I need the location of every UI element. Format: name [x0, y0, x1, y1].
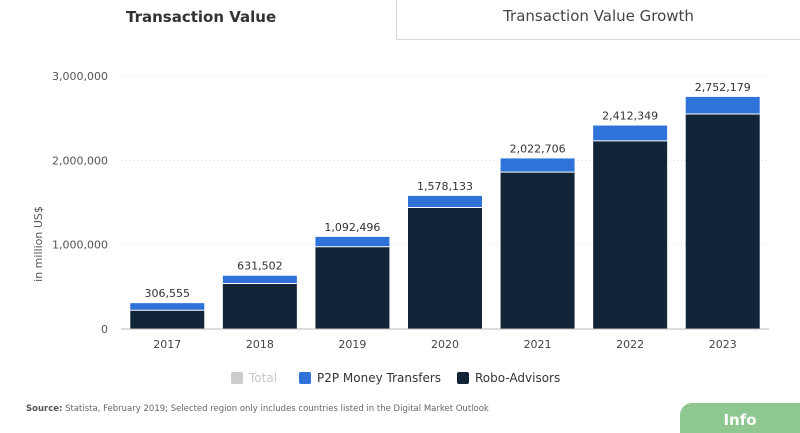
total-label-2018: 631,502	[237, 260, 283, 273]
bars	[130, 96, 760, 329]
bar-robo-advisors-2022[interactable]	[593, 140, 668, 329]
y-tick-label: 0	[101, 323, 108, 336]
bar-p2p-money-transfers-2023[interactable]	[685, 96, 760, 114]
source-label: Source:	[26, 404, 63, 414]
x-axis-ticks: 2017 2018 2019 2020 2021 2022 2023	[153, 338, 736, 351]
x-tick-label-2018: 2018	[246, 338, 274, 351]
bar-p2p-money-transfers-2018[interactable]	[222, 275, 297, 284]
total-label-2022: 2,412,349	[602, 110, 658, 123]
bar-p2p-money-transfers-2020[interactable]	[408, 195, 482, 208]
tab-transaction-value-growth-label: Transaction Value Growth	[503, 7, 694, 25]
bar-p2p-money-transfers-2019[interactable]	[315, 236, 390, 247]
x-tick-label-2023: 2023	[709, 338, 737, 351]
tab-transaction-value-growth[interactable]: Transaction Value Growth	[396, 0, 800, 40]
legend-label-p2p: P2P Money Transfers	[317, 371, 442, 385]
info-button[interactable]: Info	[680, 403, 800, 433]
bar-robo-advisors-2020[interactable]	[408, 207, 482, 329]
tab-transaction-value-label: Transaction Value	[126, 8, 277, 26]
legend-label-robo: Robo-Advisors	[475, 371, 561, 385]
bar-p2p-money-transfers-2021[interactable]	[500, 158, 575, 173]
bar-robo-advisors-2023[interactable]	[685, 113, 760, 329]
y-axis-ticks: 0 1,000,000 2,000,000 3,000,000	[52, 70, 108, 336]
bar-robo-advisors-2019[interactable]	[315, 246, 390, 329]
y-axis-label: in million US$	[32, 206, 45, 282]
source-text: Statista, February 2019; Selected region…	[65, 404, 489, 414]
legend-swatch-p2p	[299, 372, 311, 384]
x-tick-label-2022: 2022	[616, 338, 644, 351]
total-label-2019: 1,092,496	[324, 221, 380, 234]
y-tick-label: 3,000,000	[52, 70, 108, 83]
total-label-2017: 306,555	[145, 287, 191, 300]
bar-p2p-money-transfers-2017[interactable]	[130, 303, 205, 311]
tab-bar: Transaction Value Transaction Value Grow…	[0, 0, 800, 40]
y-tick-label: 1,000,000	[52, 239, 108, 252]
source-note: Source: Statista, February 2019; Selecte…	[26, 404, 489, 414]
x-tick-label-2021: 2021	[524, 338, 552, 351]
legend-swatch-robo	[457, 372, 469, 384]
bar-robo-advisors-2017[interactable]	[130, 310, 205, 329]
total-label-2021: 2,022,706	[510, 142, 566, 155]
bar-p2p-money-transfers-2022[interactable]	[593, 125, 668, 141]
legend-item-robo[interactable]: Robo-Advisors	[457, 369, 560, 387]
legend-label-total: Total	[249, 371, 278, 385]
bar-robo-advisors-2021[interactable]	[500, 172, 575, 329]
total-labels: 306,555 631,502 1,092,496 1,578,133 2,022,70…	[145, 81, 751, 300]
x-tick-label-2017: 2017	[153, 338, 181, 351]
x-tick-label-2020: 2020	[431, 338, 459, 351]
legend: Total P2P Money Transfers Robo-Advisors	[0, 369, 800, 387]
x-tick-label-2019: 2019	[338, 338, 366, 351]
legend-item-total[interactable]: Total	[231, 369, 277, 387]
legend-item-p2p[interactable]: P2P Money Transfers	[299, 369, 441, 387]
bar-robo-advisors-2018[interactable]	[222, 283, 297, 329]
total-label-2020: 1,578,133	[417, 180, 473, 193]
total-label-2023: 2,752,179	[695, 81, 751, 94]
tab-transaction-value[interactable]: Transaction Value	[0, 0, 396, 40]
y-tick-label: 2,000,000	[52, 154, 108, 167]
stacked-bar-chart: 0 1,000,000 2,000,000 3,000,000 in million …	[32, 70, 769, 351]
legend-swatch-total	[231, 372, 243, 384]
